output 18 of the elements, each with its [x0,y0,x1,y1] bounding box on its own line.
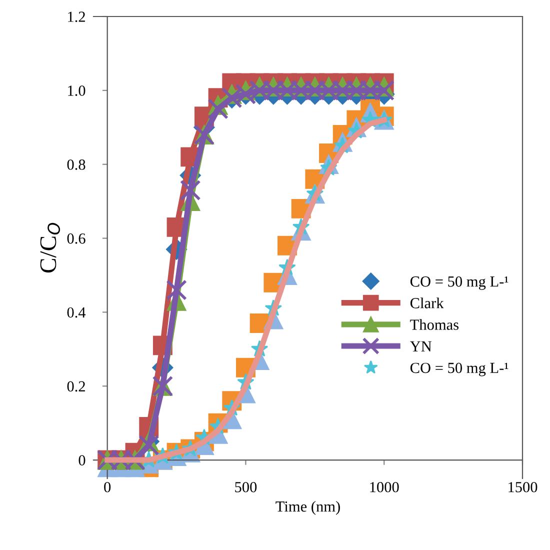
x-tick-label: 0 [104,482,111,492]
y-tick-label: 0.4 [67,307,86,318]
legend-label: Thomas [410,319,458,330]
y-tick-label: 1.2 [68,12,85,22]
y-tick-label: 1.0 [68,86,86,96]
legend-label: CO = 50 mg L-¹ [410,362,508,376]
x-tick-label: 1500 [508,482,538,492]
legend-label: CO = 50 mg L-¹ [410,276,508,290]
legend-label: YN [410,341,432,352]
x-tick-label: 500 [235,482,257,492]
y-tick-label: 0 [78,455,86,466]
y-tick-label: 0.8 [67,159,86,170]
x-tick-label: 1000 [370,482,399,492]
y-axis-title: C/C$_{O}$ [40,222,60,272]
y-tick-label: 0.6 [67,233,86,244]
x-axis-title: Time (nm) [276,500,340,515]
legend-label: Clark [410,298,444,308]
y-tick-label: 0.2 [67,381,85,392]
